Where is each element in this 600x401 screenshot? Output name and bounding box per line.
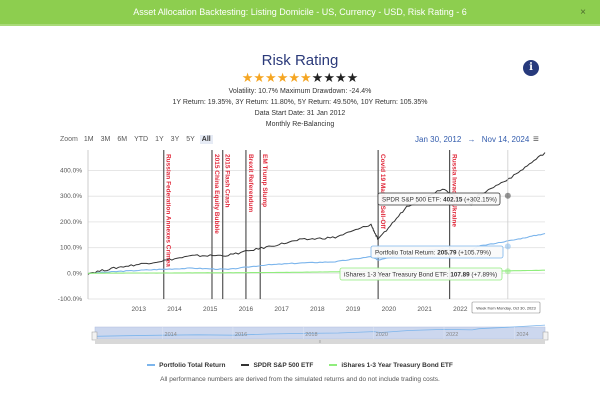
volatility-line: Volatility: 10.7% Maximum Drawdown: -24.… (228, 88, 372, 95)
x-tick-label: 2015 (203, 306, 218, 313)
x-tick-label: 2020 (382, 306, 397, 313)
date-range: Jan 30, 2012 → Nov 14, 2024 (415, 135, 529, 144)
legend-label: iShares 1-3 Year Treasury Bond ETF (341, 361, 453, 369)
navigator-tick-label: 2016 (235, 332, 247, 338)
legend-label: Portfolio Total Return (159, 361, 226, 369)
x-tick-label: 2019 (346, 306, 361, 313)
navigator[interactable]: 2014 2016 2018 2020 2022 2024 ≡ (91, 324, 549, 344)
footnote: All performance numbers are derived from… (160, 376, 440, 383)
zoom-button-all[interactable]: All (199, 135, 213, 144)
chart-menu-icon[interactable]: ≡ (533, 134, 539, 145)
star-filled-icon: ★ (253, 70, 266, 85)
returns-line: 1Y Return: 19.35%, 3Y Return: 11.80%, 5Y… (172, 99, 428, 106)
x-tick-label: 2021 (417, 306, 432, 313)
navigator-tick-label: 2022 (446, 332, 458, 338)
x-tick-label: 2014 (167, 306, 182, 313)
x-tick-label: 2016 (239, 306, 254, 313)
x-tick-label: 2013 (132, 306, 147, 313)
page-title: Risk Rating (261, 52, 339, 69)
svg-text:Week from Monday, Oct 30, 2023: Week from Monday, Oct 30, 2023 (476, 306, 536, 311)
star-empty-icon: ★ (311, 70, 324, 85)
y-tick-label: 100.0% (60, 245, 82, 252)
star-empty-icon: ★ (334, 70, 347, 85)
x-tick-label: 2022 (453, 306, 468, 313)
event-marker-label: Russia Invades Ukraine (451, 154, 458, 227)
navigator-left-handle[interactable] (91, 331, 98, 341)
star-empty-icon: ★ (346, 70, 359, 85)
zoom-button-ytd[interactable]: YTD (134, 136, 149, 143)
navigator-tick-label: 2018 (305, 332, 317, 338)
zoom-button-1m[interactable]: 1M (83, 136, 94, 143)
svg-text:≡: ≡ (319, 339, 322, 344)
zoom-button-1y[interactable]: 1Y (155, 136, 164, 143)
close-icon[interactable]: × (580, 7, 586, 18)
star-empty-icon: ★ (323, 70, 335, 85)
chart-legend: Portfolio Total Return SPDR S&P 500 ETF iS… (0, 361, 600, 369)
y-tick-label: 200.0% (60, 219, 82, 226)
notification-banner: Asset Allocation Backtesting: Listing Do… (0, 0, 600, 26)
series-tooltip: SPDR S&P 500 ETF: 402.15 (+302.15%) (377, 192, 511, 206)
date-from-input[interactable]: Jan 30, 2012 (415, 135, 462, 144)
series-tooltip: Portfolio Total Return: 205.79 (+105.79%… (370, 243, 511, 259)
star-filled-icon: ★ (265, 70, 277, 85)
start-date: Data Start Date: 31 Jan 2012 (254, 110, 346, 117)
x-tick-label: 2017 (274, 306, 289, 313)
series-tooltip: iShares 1-3 Year Treasury Bond ETF: 107.… (339, 267, 511, 281)
zoom-bar: Zoom 1M 3M 6M YTD 1Y 3Y 5Y All (60, 135, 213, 144)
y-tick-label: 0.0% (67, 270, 82, 277)
y-tick-label: 400.0% (60, 168, 82, 175)
zoom-label: Zoom (60, 136, 78, 143)
navigator-tick-label: 2014 (165, 332, 177, 338)
navigator-tick-label: 2024 (516, 332, 528, 338)
legend-label: SPDR S&P 500 ETF (253, 361, 314, 369)
navigator-right-handle[interactable] (542, 331, 549, 341)
navigator-scrollbar[interactable] (95, 339, 545, 344)
legend-swatch (147, 364, 156, 366)
star-filled-icon: ★ (300, 70, 312, 85)
event-marker-label: Brexit Referendum (247, 154, 254, 212)
zoom-button-3y[interactable]: 3Y (170, 136, 180, 143)
event-marker-label: EM Trump Slump (261, 154, 268, 207)
svg-text:iShares 1-3 Year Treasury Bond: iShares 1-3 Year Treasury Bond ETF: 107.… (344, 272, 497, 279)
risk-rating-stars: ★★★★★★★★★★ (0, 71, 600, 84)
star-filled-icon: ★ (288, 70, 300, 85)
svg-text:Portfolio Total Return: 205.79: Portfolio Total Return: 205.79 (+105.79%… (375, 250, 491, 257)
rebalancing-label: Monthly Re-Balancing (265, 121, 335, 128)
performance-chart[interactable]: 400.0% 300.0% 200.0% 100.0% 0.0% -100.0% 2013 2… (0, 0, 600, 360)
legend-item[interactable]: iShares 1-3 Year Treasury Bond ETF (329, 362, 453, 369)
x-tick-label: 2018 (310, 306, 325, 313)
star-filled-icon: ★ (276, 70, 289, 85)
y-tick-label: 300.0% (60, 193, 82, 200)
info-icon[interactable]: i (523, 60, 539, 76)
legend-item[interactable]: Portfolio Total Return (147, 362, 225, 369)
legend-item[interactable]: SPDR S&P 500 ETF (241, 362, 313, 369)
navigator-tick-label: 2020 (376, 332, 388, 338)
event-marker-label: 2015 China Equity Bubble (213, 154, 220, 234)
crosshair-date-label: Week from Monday, Oct 30, 2023 (471, 301, 541, 314)
legend-swatch (241, 364, 250, 366)
zoom-button-3m[interactable]: 3M (100, 136, 111, 143)
event-marker-label: 2015 Flash Crash (224, 154, 231, 208)
star-filled-icon: ★ (241, 70, 254, 85)
date-separator: → (467, 135, 476, 144)
date-to-input[interactable]: Nov 14, 2024 (481, 135, 530, 144)
svg-text:SPDR S&P 500 ETF: 402.15 (+302: SPDR S&P 500 ETF: 402.15 (+302.15%) (382, 197, 497, 204)
banner-text: Asset Allocation Backtesting: Listing Do… (133, 7, 467, 17)
event-marker-label: Russian Federation Annexes Crimea (165, 154, 172, 267)
zoom-button-6m[interactable]: 6M (117, 136, 128, 143)
legend-swatch (329, 364, 338, 366)
event-marker-label: Covid 19 Market Sell-Off (379, 154, 386, 230)
y-tick-label: -100.0% (58, 296, 82, 303)
zoom-button-5y[interactable]: 5Y (186, 136, 195, 143)
